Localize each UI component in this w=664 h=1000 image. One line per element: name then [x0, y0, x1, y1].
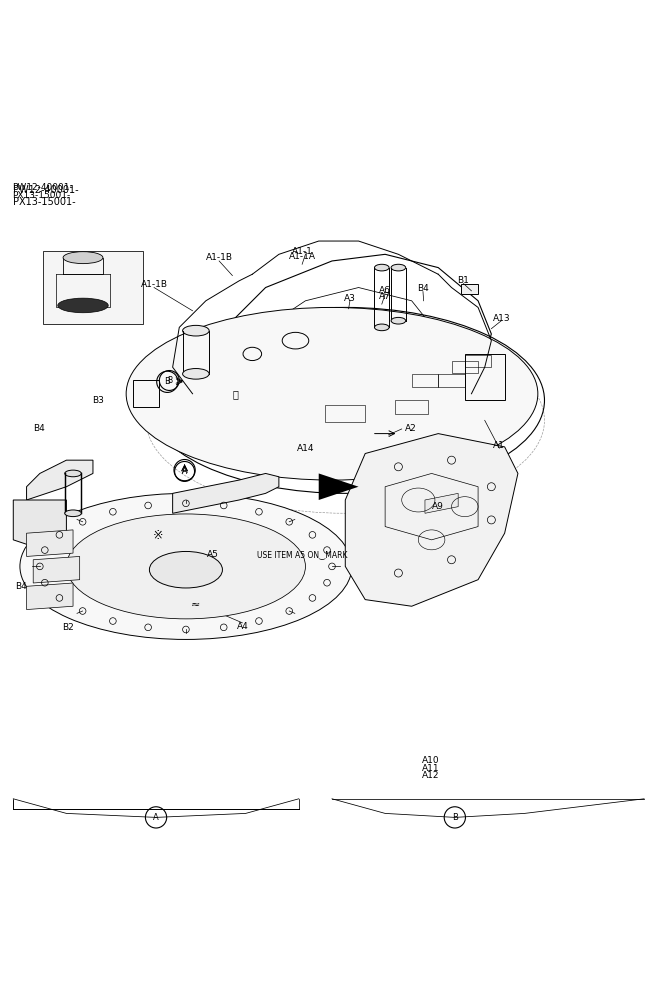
- Polygon shape: [27, 460, 93, 500]
- Text: A7: A7: [379, 292, 391, 301]
- Polygon shape: [13, 500, 66, 546]
- Text: A3: A3: [344, 294, 356, 303]
- Ellipse shape: [391, 264, 406, 271]
- Polygon shape: [27, 583, 73, 610]
- Ellipse shape: [65, 470, 81, 477]
- Text: A1-1B: A1-1B: [206, 253, 232, 262]
- FancyBboxPatch shape: [43, 251, 143, 324]
- Text: A1-1: A1-1: [291, 246, 313, 255]
- Ellipse shape: [63, 252, 103, 264]
- Text: B4: B4: [417, 284, 429, 293]
- Text: USE ITEM A5 ON‿MARK: USE ITEM A5 ON‿MARK: [257, 550, 347, 559]
- Ellipse shape: [183, 325, 209, 336]
- Polygon shape: [425, 493, 458, 513]
- Text: PW12-40001-: PW12-40001-: [12, 183, 72, 192]
- Polygon shape: [461, 284, 478, 294]
- Text: B4: B4: [33, 424, 44, 433]
- Ellipse shape: [183, 369, 209, 379]
- Text: A1-1A: A1-1A: [289, 252, 315, 261]
- Ellipse shape: [66, 514, 305, 619]
- Polygon shape: [173, 473, 279, 513]
- Text: A9: A9: [432, 502, 444, 511]
- Text: A11: A11: [422, 764, 439, 773]
- Text: A14: A14: [297, 444, 314, 453]
- Text: A1-1B: A1-1B: [141, 280, 167, 289]
- Polygon shape: [33, 556, 80, 583]
- Ellipse shape: [391, 317, 406, 324]
- Text: ≈: ≈: [191, 600, 201, 610]
- Text: B4: B4: [15, 582, 27, 591]
- Text: B3: B3: [92, 396, 104, 405]
- Text: A6: A6: [379, 286, 391, 295]
- Text: A: A: [182, 466, 187, 475]
- Text: A4: A4: [236, 622, 248, 631]
- Polygon shape: [27, 530, 73, 556]
- Ellipse shape: [374, 264, 389, 271]
- Text: B: B: [452, 813, 457, 822]
- Text: B: B: [167, 376, 172, 385]
- Polygon shape: [345, 434, 518, 606]
- Text: A: A: [153, 813, 159, 822]
- Text: B1: B1: [457, 276, 469, 285]
- Text: B: B: [165, 377, 170, 386]
- Ellipse shape: [58, 298, 108, 313]
- Text: A2: A2: [404, 424, 416, 433]
- Text: PX13-15001-: PX13-15001-: [12, 191, 70, 200]
- Ellipse shape: [149, 551, 222, 588]
- Text: B2: B2: [62, 623, 74, 632]
- Text: PX13-15001-: PX13-15001-: [13, 197, 76, 207]
- Text: A1: A1: [493, 441, 505, 450]
- Text: PW12-40001-: PW12-40001-: [13, 185, 79, 195]
- Ellipse shape: [374, 324, 389, 331]
- Text: A5: A5: [207, 550, 218, 559]
- Text: A10: A10: [422, 756, 439, 765]
- Text: A: A: [182, 467, 187, 476]
- Text: ※: ※: [153, 529, 163, 542]
- Text: 凸: 凸: [233, 389, 238, 399]
- Ellipse shape: [65, 510, 81, 517]
- Ellipse shape: [20, 493, 352, 639]
- Polygon shape: [319, 473, 359, 500]
- Text: A13: A13: [493, 314, 510, 323]
- Text: A12: A12: [422, 771, 439, 780]
- Ellipse shape: [126, 307, 538, 480]
